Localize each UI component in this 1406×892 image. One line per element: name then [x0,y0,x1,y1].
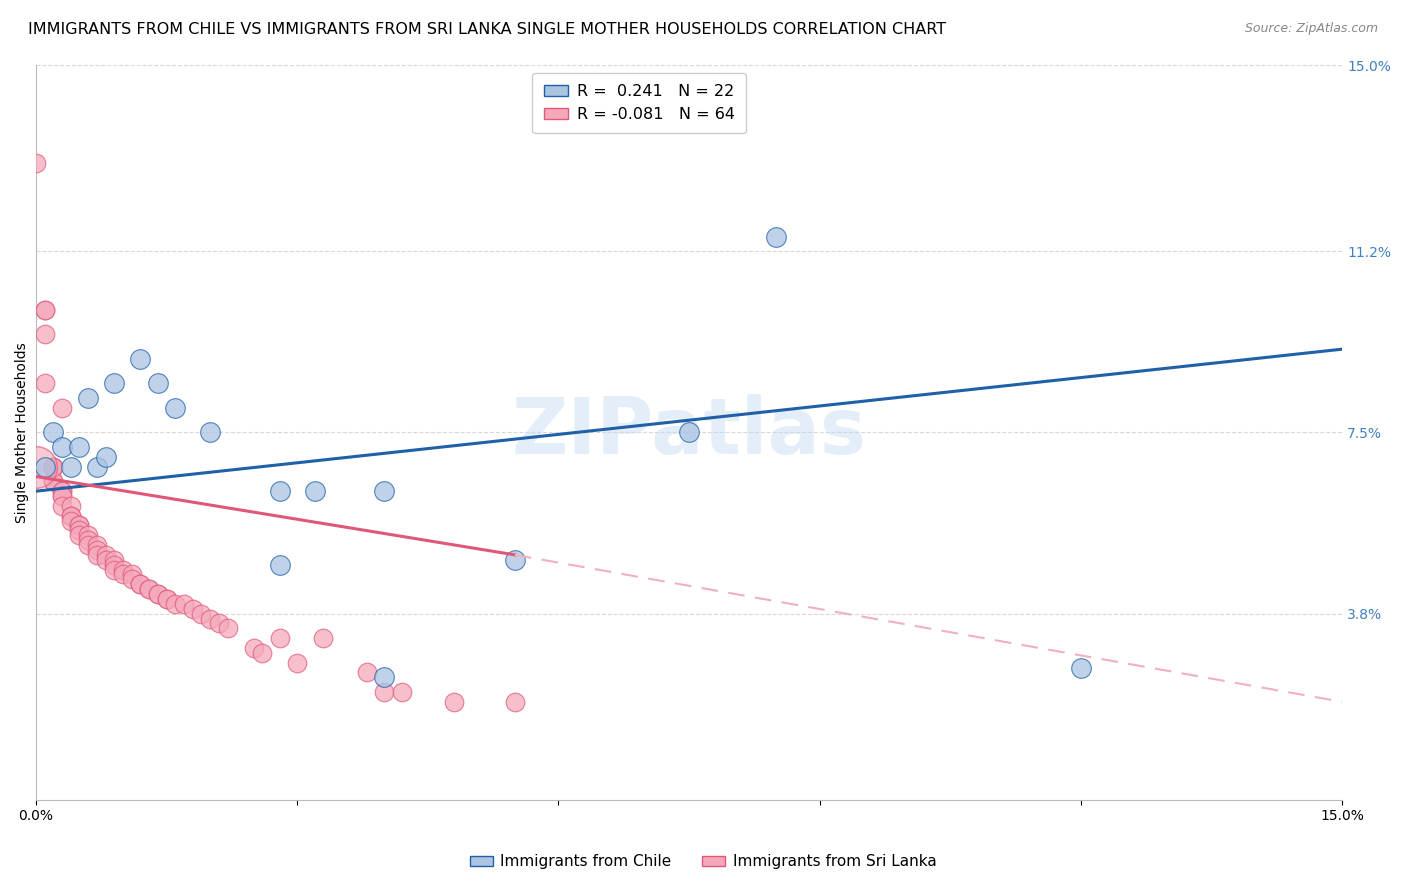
Point [198,611,221,625]
Point [69,518,91,533]
Point [503,553,526,567]
Point [51,499,73,513]
Point [86,459,108,474]
Point [121,567,143,582]
Point [25,156,48,170]
Point [146,376,169,391]
Point [59,508,82,523]
Point [59,508,82,523]
Point [77,391,100,405]
Point [42,459,65,474]
Point [42,459,65,474]
Point [269,631,291,645]
Point [165,597,187,611]
Text: ZIPatlas: ZIPatlas [512,394,866,470]
Point [269,484,291,499]
Point [217,621,239,635]
Point [1070,660,1092,674]
Point [129,577,152,591]
Point [25,459,48,474]
Point [34,303,56,318]
Point [503,695,526,709]
Point [111,563,134,577]
Point [391,685,413,699]
Point [86,543,108,558]
Point [69,440,91,454]
Point [94,548,117,562]
Y-axis label: Single Mother Households: Single Mother Households [15,342,30,523]
Point [86,548,108,562]
Point [129,577,152,591]
Point [198,425,221,440]
Point [94,553,117,567]
Point [304,484,326,499]
Point [285,656,308,670]
Point [129,351,152,366]
Point [121,573,143,587]
Point [51,484,73,499]
Point [51,484,73,499]
Point [59,514,82,528]
Point [312,631,335,645]
Point [190,607,212,621]
Point [155,591,177,606]
Point [34,376,56,391]
Legend: R =  0.241   N = 22, R = -0.081   N = 64: R = 0.241 N = 22, R = -0.081 N = 64 [533,73,747,134]
Point [59,459,82,474]
Point [678,425,700,440]
Legend: Immigrants from Chile, Immigrants from Sri Lanka: Immigrants from Chile, Immigrants from S… [464,848,942,875]
Point [765,229,787,244]
Point [51,489,73,503]
Point [373,670,395,684]
Point [208,616,231,631]
Point [69,518,91,533]
Point [138,582,160,596]
Point [181,601,204,615]
Point [69,524,91,538]
Point [165,401,187,415]
Point [51,489,73,503]
Point [146,587,169,601]
Point [146,587,169,601]
Point [77,538,100,552]
Point [51,401,73,415]
Point [86,538,108,552]
Point [69,528,91,542]
Text: IMMIGRANTS FROM CHILE VS IMMIGRANTS FROM SRI LANKA SINGLE MOTHER HOUSEHOLDS CORR: IMMIGRANTS FROM CHILE VS IMMIGRANTS FROM… [28,22,946,37]
Point [94,450,117,464]
Point [103,553,125,567]
Point [34,459,56,474]
Point [443,695,465,709]
Point [42,425,65,440]
Point [356,665,378,680]
Point [42,475,65,489]
Point [252,646,274,660]
Point [138,582,160,596]
Point [242,640,264,655]
Point [51,440,73,454]
Point [269,558,291,572]
Point [373,685,395,699]
Point [373,484,395,499]
Point [77,528,100,542]
Point [103,376,125,391]
Point [59,499,82,513]
Point [42,459,65,474]
Point [111,567,134,582]
Point [173,597,195,611]
Text: Source: ZipAtlas.com: Source: ZipAtlas.com [1244,22,1378,36]
Point [103,563,125,577]
Point [77,533,100,548]
Point [34,303,56,318]
Point [155,591,177,606]
Point [42,475,65,489]
Point [34,327,56,342]
Point [103,558,125,572]
